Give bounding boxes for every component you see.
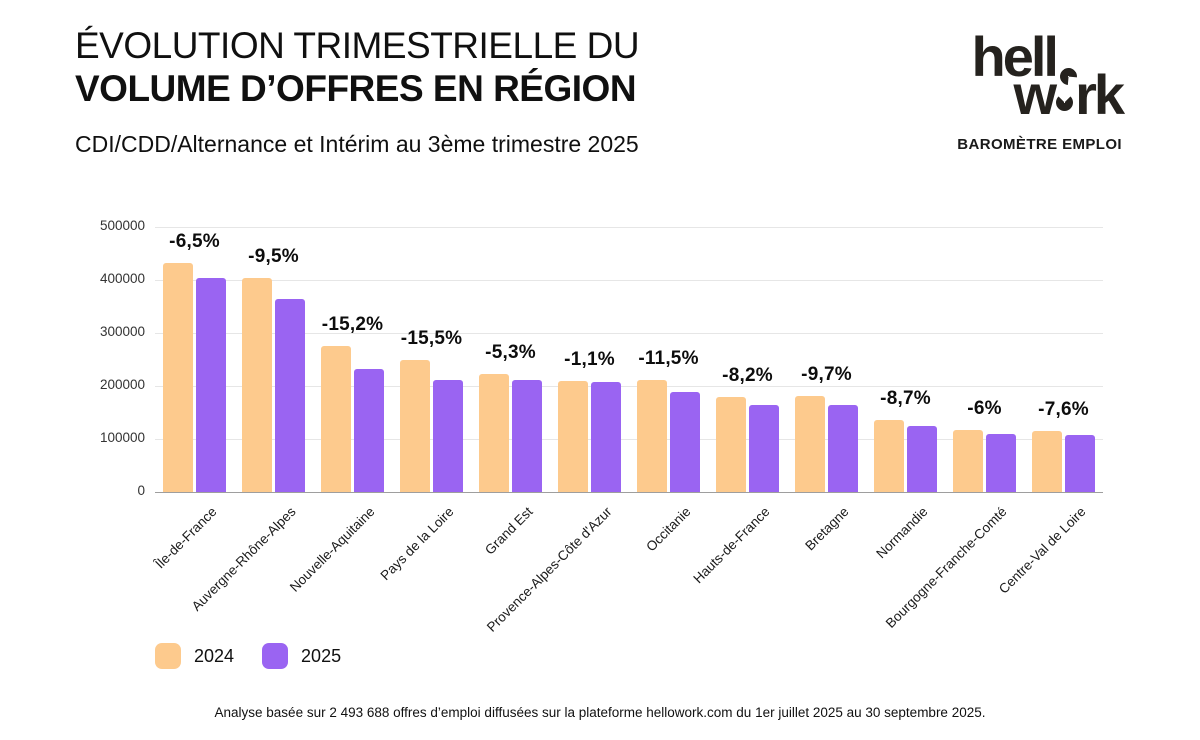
x-tick-label: Hauts-de-France xyxy=(689,504,773,587)
page-subtitle: CDI/CDD/Alternance et Intérim au 3ème tr… xyxy=(75,131,639,157)
y-tick-label: 400000 xyxy=(99,271,145,286)
y-tick-label: 200000 xyxy=(99,377,145,392)
legend-swatch-2024 xyxy=(155,643,181,669)
bar-2025 xyxy=(670,392,700,492)
bar-2024 xyxy=(242,277,272,492)
gridline xyxy=(155,386,1103,387)
x-tick-label: Normandie xyxy=(872,504,931,562)
bar-2025 xyxy=(1065,435,1095,492)
logo-text-rk: rk xyxy=(1075,63,1125,126)
x-tick-label: Provence-Alpes-Côte d'Azur xyxy=(483,504,615,635)
x-tick-label: Occitanie xyxy=(642,504,694,555)
change-label: -6% xyxy=(967,398,1002,419)
legend-item-2025: 2025 xyxy=(262,643,341,669)
change-label: -9,7% xyxy=(801,363,852,385)
change-label: -15,5% xyxy=(400,327,463,349)
logo-text-hell: hell xyxy=(971,25,1059,88)
change-label: -8,2% xyxy=(722,364,773,386)
logo-tagline: BAROMÈTRE EMPLOI xyxy=(957,136,1122,153)
bar-2025 xyxy=(433,380,463,492)
bar-2025 xyxy=(196,277,226,492)
change-label: -15,2% xyxy=(321,314,384,336)
bar-2025 xyxy=(986,433,1016,492)
logo-line1: hell xyxy=(972,29,1123,89)
legend-item-2024: 2024 xyxy=(155,643,234,669)
change-label: -6,5% xyxy=(169,231,220,252)
bar-2024 xyxy=(795,395,825,492)
y-tick-label: 0 xyxy=(137,483,145,498)
change-label: -9,5% xyxy=(248,245,299,267)
bar-2024 xyxy=(716,396,746,492)
change-label: -1,1% xyxy=(564,349,615,371)
chart-legend: 2024 2025 xyxy=(155,643,341,669)
y-tick-label: 300000 xyxy=(99,324,145,339)
bar-2025 xyxy=(828,405,858,492)
change-label: -11,5% xyxy=(638,347,699,369)
page-title: ÉVOLUTION TRIMESTRIELLE DU VOLUME D’OFFR… xyxy=(75,24,640,110)
bar-2024 xyxy=(874,419,904,492)
bar-2024 xyxy=(163,263,193,492)
bar-2024 xyxy=(558,381,588,492)
bar-2024 xyxy=(637,379,667,492)
x-tick-label: Bretagne xyxy=(801,504,852,554)
logo-open-o-icon xyxy=(1056,94,1074,111)
bar-2024 xyxy=(1032,430,1062,492)
legend-swatch-2025 xyxy=(262,643,289,669)
bar-2024 xyxy=(479,373,509,492)
bar-2024 xyxy=(321,346,351,493)
hellowork-logo: hell w rk xyxy=(972,29,1125,123)
bar-2024 xyxy=(953,430,983,492)
bar-2025 xyxy=(512,380,542,492)
x-axis-line xyxy=(155,492,1103,493)
bar-2025 xyxy=(907,426,937,492)
x-tick-label: Centre-Val de Loire xyxy=(995,504,1089,597)
legend-label-2025: 2025 xyxy=(301,645,342,666)
change-label: -7,6% xyxy=(1038,398,1089,420)
change-label: -8,7% xyxy=(880,387,931,409)
y-tick-label: 500000 xyxy=(99,218,145,233)
bar-2025 xyxy=(591,382,621,492)
change-label: -5,3% xyxy=(485,341,536,363)
bar-2025 xyxy=(354,368,384,492)
x-tick-label: Bourgogne-Franche-Comté xyxy=(882,504,1010,631)
page-title-line1: ÉVOLUTION TRIMESTRIELLE DU xyxy=(75,25,640,66)
gridline xyxy=(155,280,1103,281)
gridline xyxy=(155,333,1103,334)
gridline xyxy=(155,439,1103,440)
y-tick-label: 100000 xyxy=(99,430,145,445)
logo-line2: w rk xyxy=(972,67,1125,123)
page-title-line2: VOLUME D’OFFRES EN RÉGION xyxy=(75,68,637,109)
gridline xyxy=(155,227,1103,228)
legend-label-2024: 2024 xyxy=(194,645,235,666)
bar-2025 xyxy=(275,298,305,492)
logo-text-w: w xyxy=(1013,63,1058,126)
x-tick-label: Grand Est xyxy=(481,504,536,558)
bar-2025 xyxy=(749,404,779,492)
bar-2024 xyxy=(400,359,430,492)
source-note: Analyse basée sur 2 493 688 offres d’emp… xyxy=(214,705,986,720)
